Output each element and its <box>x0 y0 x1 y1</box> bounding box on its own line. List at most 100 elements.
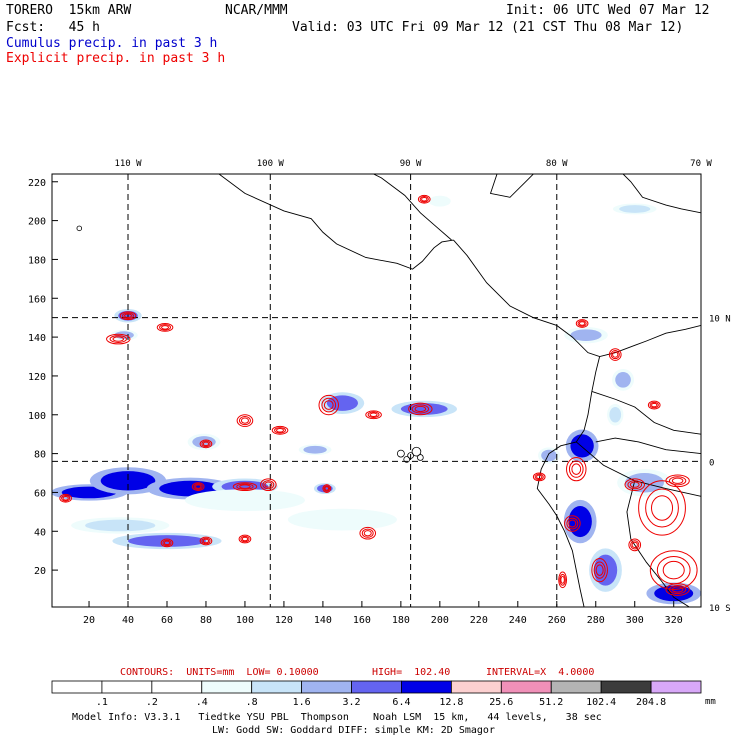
island-4 <box>417 454 424 461</box>
lon-label-0: 110 W <box>114 159 142 169</box>
explicit-ring-22-1 <box>593 561 606 579</box>
explicit-ring-26-2 <box>671 586 684 593</box>
coastline-4 <box>622 174 701 214</box>
explicit-ring-15-1 <box>411 404 430 414</box>
axes: 20 40 60 80 100 120 140 160 180 200 220 240 260 280 30… <box>28 159 731 626</box>
explicit-ring-7-1 <box>162 539 172 547</box>
explicit-ring-10-0 <box>199 439 213 449</box>
explicit-ring-4-1 <box>262 480 275 490</box>
explicit-ring-20-1 <box>568 460 584 478</box>
explicit-ring-19-1 <box>534 473 544 481</box>
y-tick-label-9: 200 <box>28 217 46 228</box>
explicit-ring-2-0 <box>156 323 174 332</box>
colorbar-swatch-3 <box>201 680 253 694</box>
explicit-ring-15-0 <box>408 402 433 416</box>
explicit-ring-22-2 <box>595 564 604 576</box>
colorbar-unit: mm <box>705 697 716 707</box>
colorbar-swatch-11 <box>600 680 652 694</box>
explicit-ring-31-2 <box>671 477 684 484</box>
explicit-ring-29-0 <box>558 571 568 589</box>
cumulus-cell-3 <box>100 471 156 491</box>
contour-units-label: CONTOURS: UNITS=mm LOW= 0.10000 <box>120 667 319 678</box>
explicit-ring-24-1 <box>645 488 679 528</box>
explicit-ring-17-1 <box>361 528 374 538</box>
x-tick-label-14: 300 <box>626 615 644 626</box>
colorbar-swatch-2 <box>151 680 203 694</box>
cumulus-cell-9 <box>303 445 327 454</box>
x-tick-label-8: 180 <box>392 615 410 626</box>
explicit-ring-3-2 <box>62 496 69 501</box>
coastline-5 <box>536 356 601 607</box>
x-tick-label-10: 220 <box>470 615 488 626</box>
cumulus-cell-13 <box>202 492 288 508</box>
explicit-ring-25-2 <box>662 560 685 580</box>
explicit-ring-27-1 <box>610 350 620 360</box>
field-label-explicit: Explicit precip. in past 3 h <box>6 51 226 66</box>
colorbar-tick-2: .4 <box>196 697 208 708</box>
explicit-ring-5-1 <box>236 483 254 490</box>
x-tick-label-6: 140 <box>314 615 332 626</box>
cumulus-cell-21 <box>570 329 602 341</box>
island-0 <box>396 449 405 458</box>
lon-label-3: 80 W <box>546 159 568 169</box>
explicit-ring-18-0 <box>322 484 332 493</box>
explicit-ring-2-2 <box>161 325 170 330</box>
coastline-1 <box>372 174 452 241</box>
x-tick-label-4: 100 <box>236 615 254 626</box>
explicit-ring-0-2 <box>124 313 133 318</box>
explicit-ring-7-2 <box>163 540 171 546</box>
lon-label-1: 100 W <box>257 159 285 169</box>
colorbar-tick-3: .8 <box>246 697 258 708</box>
cumulus-cell-22 <box>619 205 651 213</box>
x-tick-label-0: 20 <box>83 615 95 626</box>
x-tick-label-13: 280 <box>587 615 605 626</box>
explicit-ring-24-2 <box>650 495 674 521</box>
contour-high-label: HIGH= 102.40 <box>372 667 451 678</box>
init-time: Init: 06 UTC Wed 07 Mar 12 <box>506 3 710 18</box>
explicit-ring-20-0 <box>566 456 587 482</box>
field-label-cumulus: Cumulus precip. in past 3 h <box>6 36 218 51</box>
cumulus-cell-23 <box>541 449 557 462</box>
x-tick-label-7: 160 <box>353 615 371 626</box>
explicit-ring-15-2 <box>414 405 427 413</box>
cumulus-cell-10 <box>326 395 358 411</box>
explicit-ring-32-1 <box>577 320 587 327</box>
lat-label-1: 0 <box>709 458 714 468</box>
explicit-ring-29-1 <box>559 573 566 586</box>
y-tick-label-5: 120 <box>28 372 46 383</box>
explicit-ring-14-0 <box>365 410 382 420</box>
explicit-ring-25-0 <box>649 550 698 591</box>
x-tick-label-12: 260 <box>548 615 566 626</box>
coastline-9 <box>591 391 701 435</box>
colorbar-swatch-5 <box>301 680 352 694</box>
explicit-ring-21-1 <box>566 517 579 530</box>
colorbar-tick-8: 25.6 <box>489 697 513 708</box>
explicit-ring-23-0 <box>624 478 645 491</box>
y-tick-label-1: 40 <box>34 527 46 538</box>
explicit-ring-18-1 <box>323 485 331 492</box>
y-tick-label-3: 80 <box>34 450 46 461</box>
explicit-ring-0-1 <box>122 312 134 319</box>
colorbar-swatch-1 <box>101 680 153 694</box>
colorbar-tick-5: 3.2 <box>343 697 361 708</box>
explicit-ring-12-0 <box>271 425 289 435</box>
explicit-ring-5-0 <box>232 482 258 491</box>
colorbar-swatch-4 <box>251 680 303 694</box>
explicit-ring-18-2 <box>324 486 330 491</box>
x-tick-label-9: 200 <box>431 615 449 626</box>
x-tick-label-3: 80 <box>200 615 212 626</box>
explicit-ring-1-2 <box>112 336 125 342</box>
coastline-2 <box>489 174 535 198</box>
explicit-ring-31-0 <box>665 474 690 488</box>
explicit-ring-30-1 <box>630 540 640 550</box>
explicit-ring-26-1 <box>668 584 687 595</box>
colorbar-tick-9: 51.2 <box>539 697 563 708</box>
explicit-ring-22-0 <box>591 557 608 583</box>
explicit-ring-32-0 <box>575 319 589 328</box>
x-tick-label-5: 120 <box>275 615 293 626</box>
model-info-line2: LW: Godd SW: Goddard DIFF: simple KM: 2D… <box>212 725 495 736</box>
explicit-ring-13-0 <box>318 394 339 416</box>
colorbar-tick-11: 204.8 <box>636 697 666 708</box>
cumulus-cell-11 <box>400 403 448 415</box>
lat-label-0: 10 N <box>709 315 731 325</box>
